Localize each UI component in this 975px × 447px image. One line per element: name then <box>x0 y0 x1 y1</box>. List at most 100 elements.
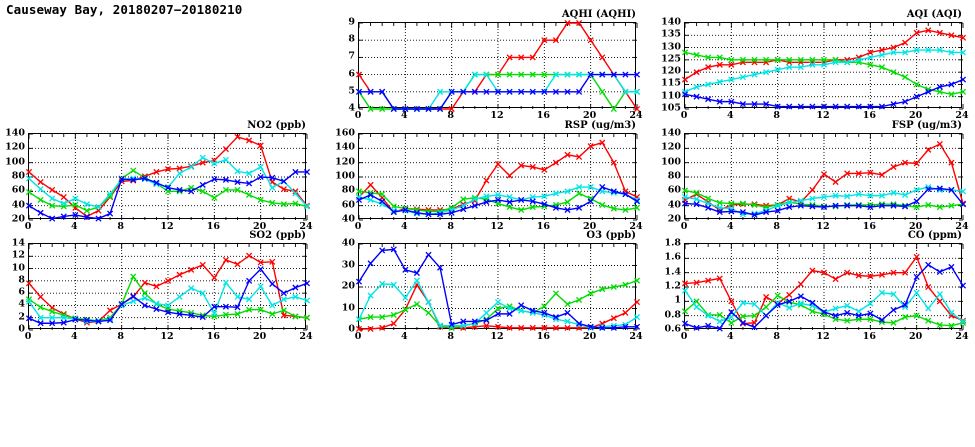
x-tick-label: 20 <box>909 221 923 232</box>
y-tick-label: 6 <box>348 68 355 80</box>
x-tick-label: 16 <box>862 331 876 342</box>
y-tick-label: 60 <box>667 184 681 196</box>
plot-area-o3 <box>355 243 641 332</box>
x-tick-label: 20 <box>909 110 923 121</box>
x-tick-label: 24 <box>299 331 313 342</box>
x-tick-label: 0 <box>354 331 362 342</box>
series-line-fsp-day4 <box>684 187 964 216</box>
chart-panel-fsp: FSP (ug/m3) 20 40 60 80 100 120 140 0 4 8 12 16 20 24 <box>661 120 968 232</box>
chart-title-no2: NO2 (ppb) <box>247 120 306 131</box>
y-tick-label: 125 <box>661 53 681 65</box>
y-tick-label: 40 <box>341 213 355 225</box>
series-markers-o3-day4 <box>355 246 641 331</box>
x-tick-label: 8 <box>773 110 780 121</box>
y-tick-label: 105 <box>661 102 681 114</box>
y-axis-labels-no2: 20 40 60 80 100 120 140 <box>2 128 28 225</box>
x-tick-label: 20 <box>253 221 267 232</box>
x-tick-label: 12 <box>490 221 504 232</box>
x-tick-label: 20 <box>583 221 597 232</box>
x-tick-label: 16 <box>862 221 876 232</box>
y-tick-label: 40 <box>11 199 25 211</box>
x-tick-label: 4 <box>401 110 408 121</box>
series-markers-fsp-day3 <box>681 183 967 218</box>
page-title: Causeway Bay, 20180207−20180210 <box>6 2 243 17</box>
plot-area-co <box>681 243 967 332</box>
y-tick-label: 6 <box>18 286 25 298</box>
chart-panel-o3: O3 (ppb) 0 10 20 30 40 0 4 8 12 16 20 24 <box>342 230 643 342</box>
y-tick-label: 1.8 <box>664 237 681 249</box>
y-tick-label: 10 <box>341 302 355 313</box>
y-tick-label: 140 <box>661 127 681 139</box>
series-markers-co-day1 <box>681 253 967 327</box>
x-tick-label: 24 <box>955 331 969 342</box>
x-tick-label: 24 <box>955 110 969 121</box>
y-tick-label: 120 <box>335 156 355 168</box>
series-markers-fsp-day4 <box>681 185 967 219</box>
x-tick-label: 0 <box>680 331 688 342</box>
x-tick-label: 8 <box>447 331 454 342</box>
series-markers-rsp-day4 <box>355 183 641 218</box>
x-tick-label: 16 <box>206 331 220 342</box>
x-tick-label: 8 <box>773 331 780 342</box>
plot-area-fsp <box>681 133 967 221</box>
x-tick-label: 8 <box>773 221 780 232</box>
x-tick-label: 20 <box>583 110 597 121</box>
x-tick-label: 0 <box>24 331 32 342</box>
plot-area-rsp <box>355 133 641 221</box>
y-tick-label: 40 <box>341 237 355 249</box>
y-tick-label: 0 <box>18 323 25 335</box>
x-tick-label: 20 <box>909 331 923 342</box>
y-tick-label: 115 <box>661 77 681 89</box>
y-tick-label: 80 <box>667 170 681 182</box>
series-markers-co-day4 <box>681 261 967 332</box>
y-axis-labels-aqhi: 4 5 6 7 8 9 <box>332 17 358 114</box>
y-tick-label: 14 <box>11 237 25 249</box>
series-markers-no2-day3 <box>25 154 311 211</box>
x-tick-label: 24 <box>629 331 643 342</box>
y-tick-label: 0.6 <box>664 323 681 335</box>
y-axis-labels-fsp: 20 40 60 80 100 120 140 <box>658 128 684 225</box>
x-tick-label: 0 <box>680 110 688 121</box>
y-axis-labels-aqi: 105 110 115 120 125 130 135 140 <box>658 17 684 114</box>
y-axis-labels-o3: 0 10 20 30 40 <box>332 238 358 335</box>
chart-panel-co: CO (ppm) 0.6 0.8 1 1.2 1.4 1.6 1.8 0 4 8 12 16 20 24 <box>664 230 968 342</box>
x-tick-label: 16 <box>536 331 550 342</box>
y-tick-label: 30 <box>341 259 355 270</box>
x-tick-label: 8 <box>447 221 454 232</box>
series-markers-no2-day4 <box>25 168 311 222</box>
x-tick-label: 0 <box>354 110 362 121</box>
plot-area-no2 <box>25 133 311 222</box>
y-axis-labels-rsp: 40 60 80 100 120 140 160 <box>332 128 358 225</box>
chart-panel-so2: SO2 (ppb) 0 2 4 6 8 10 12 14 0 4 8 12 16 20 24 <box>12 230 313 342</box>
y-tick-label: 140 <box>661 16 681 28</box>
y-tick-label: 160 <box>335 127 355 139</box>
y-tick-label: 60 <box>11 184 25 196</box>
y-axis-labels-so2: 0 2 4 6 8 10 12 14 <box>2 238 28 335</box>
y-tick-label: 5 <box>348 85 355 97</box>
y-tick-label: 1.2 <box>664 280 681 292</box>
x-tick-label: 8 <box>117 331 124 342</box>
y-tick-label: 110 <box>661 90 681 102</box>
y-tick-label: 20 <box>667 213 681 225</box>
chart-title-o3: O3 (ppb) <box>586 230 636 241</box>
y-tick-label: 140 <box>335 141 355 153</box>
y-tick-label: 120 <box>661 65 681 77</box>
y-tick-label: 130 <box>661 41 681 53</box>
y-tick-label: 4 <box>18 298 25 310</box>
y-tick-label: 8 <box>348 33 355 45</box>
x-tick-label: 4 <box>71 331 78 342</box>
x-tick-label: 4 <box>401 221 408 232</box>
x-tick-label: 4 <box>727 331 734 342</box>
x-tick-label: 8 <box>447 110 454 121</box>
y-tick-label: 80 <box>11 170 25 182</box>
chart-panel-aqhi: AQHI (AQHI) 4 5 6 7 8 9 0 4 8 12 16 20 24 <box>348 9 642 121</box>
series-line-so2-day3 <box>28 281 308 323</box>
x-tick-label: 4 <box>401 331 408 342</box>
y-tick-label: 100 <box>5 156 25 168</box>
series-line-aqi-day2 <box>684 51 964 95</box>
series-markers-aqi-day4 <box>681 76 967 110</box>
x-tick-label: 8 <box>117 221 124 232</box>
y-tick-label: 140 <box>5 127 25 139</box>
y-tick-label: 0.8 <box>664 309 681 321</box>
plot-area-so2 <box>25 243 311 331</box>
